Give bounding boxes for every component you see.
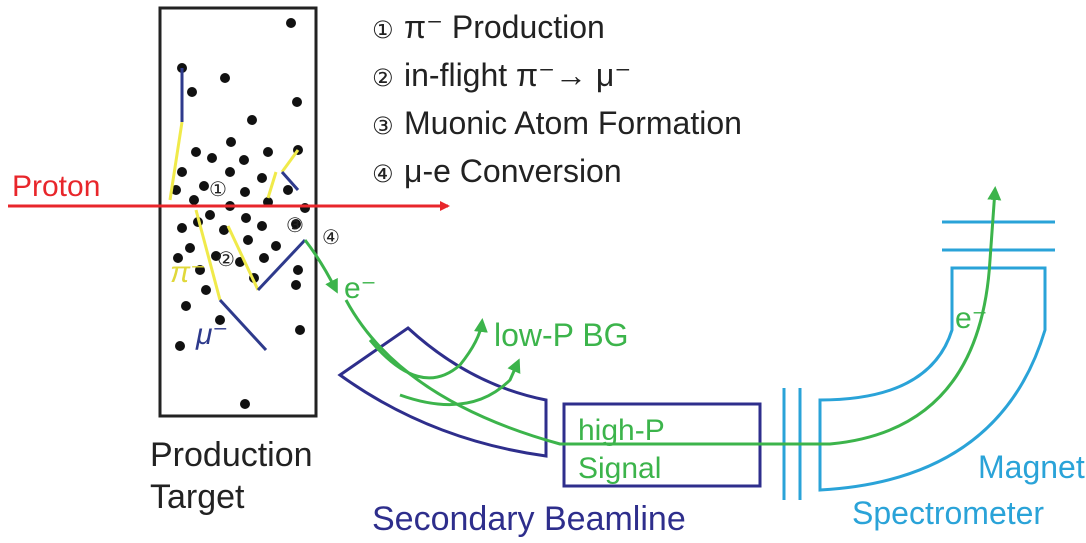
spectrometer-label-line1: Magnet — [978, 449, 1085, 485]
marker-3: ③ — [286, 215, 304, 237]
legend-step4-text: μ-e Conversion — [404, 153, 622, 189]
low-p-bg-label: low-P BG — [494, 317, 629, 353]
pion-label: π⁻ — [170, 256, 206, 289]
beamline-bend-magnet — [337, 326, 548, 458]
muon-label: μ⁻ — [195, 318, 228, 351]
legend-step3-number: ③ — [372, 113, 394, 140]
signal-label-line1: high-P — [578, 414, 665, 447]
legend-step1-number: ① — [372, 17, 394, 44]
production-target-box — [158, 6, 318, 418]
target-label-line2: Target — [150, 478, 245, 516]
legend-step3-text: Muonic Atom Formation — [404, 105, 742, 141]
legend-step4-number: ④ — [372, 161, 394, 188]
target-atoms — [171, 18, 310, 409]
legend-step2-text: in-flight π⁻→ μ⁻ — [404, 57, 631, 93]
marker-1: ① — [209, 179, 227, 201]
legend-step1-text: π⁻ Production — [404, 9, 605, 45]
target-label-line1: Production — [150, 436, 313, 474]
low-p-bg-track-2 — [399, 358, 521, 407]
pion-tracks — [168, 121, 300, 301]
marker-2: ② — [217, 249, 235, 271]
spectrometer-label-line2: Spectrometer — [852, 495, 1044, 531]
marker-4: ④ — [322, 227, 340, 249]
beamline-label: Secondary Beamline — [372, 500, 686, 538]
proton-label: Proton — [12, 170, 100, 203]
electron-tracks — [303, 186, 1002, 446]
legend-step2-number: ② — [372, 65, 394, 92]
electron-label-2: e⁻ — [955, 302, 988, 335]
spectrometer-detector-planes — [942, 220, 1055, 252]
signal-label-line2: Signal — [578, 452, 661, 485]
spectrometer-curved-magnet — [818, 266, 1047, 492]
muon-tracks — [180, 68, 307, 352]
legend: ① π⁻ Production ② in-flight π⁻→ μ⁻ ③ Muo… — [372, 9, 742, 189]
electron-from-target — [303, 239, 338, 294]
signal-electron-track — [344, 186, 1002, 446]
low-p-bg-track-1 — [368, 318, 488, 380]
electron-label-1: e⁻ — [344, 272, 377, 305]
